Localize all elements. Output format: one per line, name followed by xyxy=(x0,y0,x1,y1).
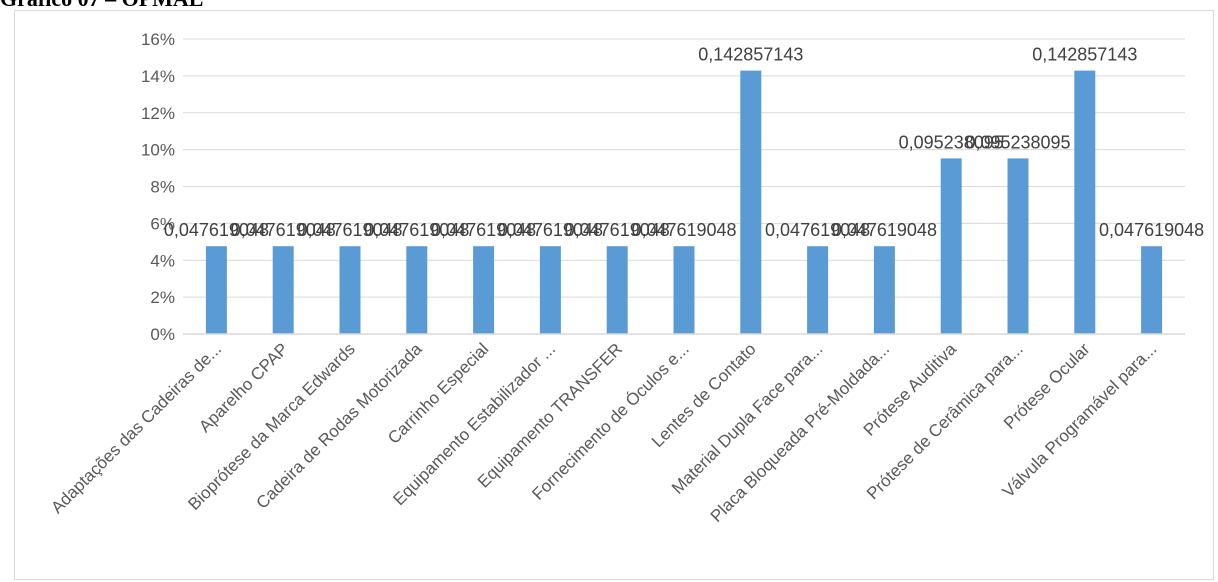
bar xyxy=(272,246,294,334)
data-label: 0,047619048 xyxy=(498,220,603,240)
y-tick-label: 10% xyxy=(141,141,175,160)
bar xyxy=(1141,246,1163,334)
y-tick-label: 12% xyxy=(141,104,175,123)
data-label: 0,047619048 xyxy=(431,220,536,240)
chart-heading: Gráfico 07 – OPMAL xyxy=(0,0,203,12)
data-label: 0,047619048 xyxy=(565,220,670,240)
y-tick-label: 14% xyxy=(141,67,175,86)
bar xyxy=(539,246,561,334)
data-label: 0,047619048 xyxy=(631,220,736,240)
data-label: 0,095238095 xyxy=(899,132,1004,152)
bar-chart: 0%2%4%6%8%10%12%14%16% 0,0476190480,0476… xyxy=(47,30,1204,526)
data-labels: 0,0476190480,0476190480,0476190480,04761… xyxy=(164,45,1204,241)
data-label: 0,095238095 xyxy=(965,132,1070,152)
data-label: 0,047619048 xyxy=(765,220,870,240)
y-tick-label: 0% xyxy=(150,325,175,344)
data-label: 0,047619048 xyxy=(164,220,269,240)
data-label: 0,047619048 xyxy=(231,220,336,240)
data-label: 0,142857143 xyxy=(1032,45,1137,65)
bar xyxy=(473,246,495,334)
data-label: 0,047619048 xyxy=(832,220,937,240)
bar xyxy=(1074,70,1096,334)
bar xyxy=(406,246,428,334)
data-label: 0,047619048 xyxy=(364,220,469,240)
y-axis-tick-labels: 0% 2% 4% 6% 8% 10% 12% 14% 16% xyxy=(141,30,175,344)
bar xyxy=(339,246,361,334)
data-label: 0,142857143 xyxy=(698,45,803,65)
y-tick-label: 16% xyxy=(141,30,175,49)
y-tick-label: 8% xyxy=(150,178,175,197)
data-label: 0,047619048 xyxy=(297,220,402,240)
bar xyxy=(807,246,829,334)
bars xyxy=(205,70,1163,334)
data-label: 0,047619048 xyxy=(1099,220,1204,240)
y-tick-label: 4% xyxy=(150,251,175,270)
bar xyxy=(740,70,762,334)
bar xyxy=(606,246,628,334)
bar xyxy=(1007,158,1029,334)
y-tick-label: 2% xyxy=(150,288,175,307)
bar xyxy=(873,246,895,334)
y-tick-label: 6% xyxy=(150,214,175,233)
bar xyxy=(940,158,962,334)
x-axis-category-labels: Adaptações das Cadeiras de...Aparelho CP… xyxy=(47,339,1160,526)
bar xyxy=(205,246,227,334)
chart-area: 0% 2% 4% 6% 8% 10% 12% 14% 16% 0,047619048 0,0476… xyxy=(14,10,1214,580)
bar xyxy=(673,246,695,334)
